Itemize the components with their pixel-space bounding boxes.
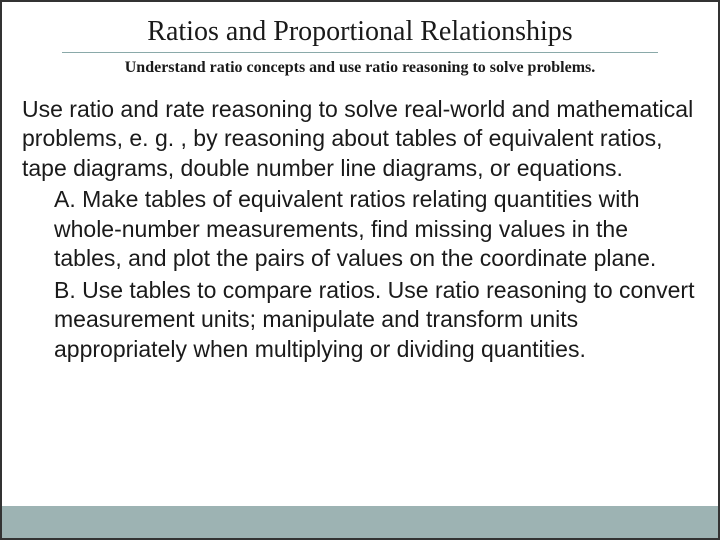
slide-body: Use ratio and rate reasoning to solve re… (22, 95, 698, 364)
slide-title: Ratios and Proportional Relationships (62, 16, 658, 53)
slide-container: Ratios and Proportional Relationships Un… (0, 0, 720, 540)
list-item: A. Make tables of equivalent ratios rela… (54, 185, 698, 273)
body-intro: Use ratio and rate reasoning to solve re… (22, 95, 698, 183)
list-item: B. Use tables to compare ratios. Use rat… (54, 276, 698, 364)
slide-subtitle: Understand ratio concepts and use ratio … (22, 59, 698, 77)
footer-accent-bar (2, 506, 718, 538)
body-sublist: A. Make tables of equivalent ratios rela… (54, 185, 698, 364)
